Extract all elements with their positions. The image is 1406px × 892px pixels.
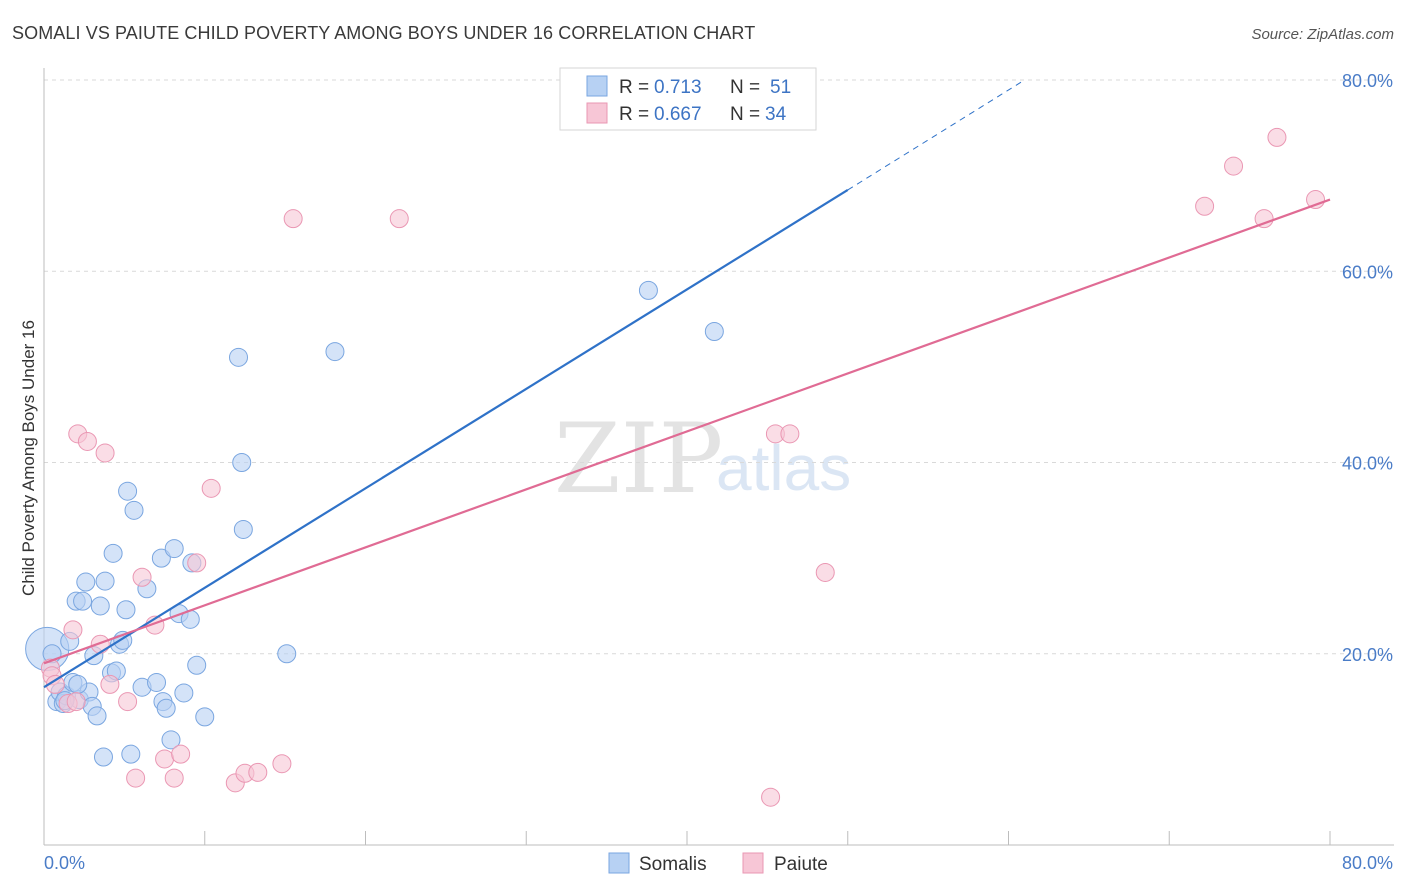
somalis-point-43	[233, 519, 253, 539]
paiute-point-28	[780, 424, 800, 444]
paiute-point-29	[815, 562, 835, 582]
paiute-point-22	[248, 762, 268, 782]
somalis-point-18	[95, 571, 115, 591]
legend-r-value-somalis: 0.713	[654, 77, 702, 98]
somalis-point-15	[87, 706, 107, 726]
x-axis-ticks	[43, 831, 1331, 845]
legend-n-label-paiute: N =	[730, 104, 760, 125]
gridlines	[44, 79, 1394, 655]
somalis-point-50	[68, 674, 88, 694]
paiute-point-32	[1254, 209, 1274, 229]
series-legend: Somalis Paiute	[608, 852, 828, 875]
somalis-point-17	[93, 747, 113, 767]
paiute-point-2	[45, 674, 65, 694]
paiute-point-16	[164, 768, 184, 788]
legend-r-label-paiute: R =	[619, 104, 649, 125]
somalis-point-11	[76, 572, 96, 592]
paiute-point-30	[1195, 196, 1215, 216]
bottom-legend-swatch-paiute	[742, 852, 764, 874]
paiute-point-4	[63, 620, 83, 640]
paiute-point-25	[389, 209, 409, 229]
paiute-point-19	[201, 478, 221, 498]
somalis-point-20	[103, 543, 123, 563]
somalis-point-26	[121, 744, 141, 764]
legend-r-value-paiute: 0.667	[654, 104, 702, 125]
paiute-point-5	[66, 692, 86, 712]
chart-title: SOMALI VS PAIUTE CHILD POVERTY AMONG BOY…	[12, 23, 755, 43]
data-points	[25, 127, 1326, 807]
y-tick-label-40: 40.0%	[1342, 454, 1393, 474]
somalis-point-31	[151, 548, 171, 568]
y-tick-labels: 20.0% 40.0% 60.0% 80.0%	[1342, 71, 1393, 665]
y-axis-label: Child Poverty Among Boys Under 16	[19, 320, 38, 596]
somalis-point-25	[118, 481, 138, 501]
paiute-point-17	[171, 744, 191, 764]
somalis-point-40	[195, 707, 215, 727]
paiute-point-26	[761, 787, 781, 807]
somalis-point-27	[124, 500, 144, 520]
trend-lines	[43, 79, 1331, 689]
x-tick-label-0: 0.0%	[44, 853, 85, 873]
somalis-point-16	[90, 596, 110, 616]
somalis-trend-extension	[847, 79, 1025, 191]
somalis-point-45	[325, 342, 345, 362]
paiute-point-15	[155, 749, 175, 769]
watermark-zip: ZIP	[554, 403, 723, 515]
paiute-point-33	[1267, 127, 1287, 147]
somalis-point-47	[638, 280, 658, 300]
somalis-point-10	[73, 591, 93, 611]
paiute-point-12	[126, 768, 146, 788]
somalis-point-37	[174, 683, 194, 703]
somalis-point-42	[232, 453, 252, 472]
y-tick-label-80: 80.0%	[1342, 71, 1393, 91]
somalis-point-35	[164, 539, 184, 559]
paiute-point-23	[272, 754, 292, 774]
somalis-point-24	[116, 600, 136, 620]
paiute-point-18	[187, 553, 207, 573]
bottom-legend-somalis: Somalis	[639, 854, 707, 875]
legend-swatch-paiute	[586, 102, 608, 124]
legend-n-value-paiute: 34	[765, 104, 787, 125]
somalis-trend-line	[43, 189, 849, 689]
paiute-point-10	[100, 674, 120, 694]
legend-swatch-somalis	[586, 75, 608, 97]
somalis-point-44	[277, 644, 297, 664]
bottom-legend-swatch-somalis	[608, 852, 630, 874]
somalis-point-33	[156, 698, 176, 718]
chart-source: Source: ZipAtlas.com	[1251, 26, 1394, 43]
legend-r-label-somalis: R =	[619, 77, 649, 98]
paiute-point-9	[95, 443, 115, 463]
x-tick-label-80: 80.0%	[1342, 853, 1393, 873]
legend-n-value-somalis: 51	[770, 77, 791, 98]
bottom-legend-paiute: Paiute	[774, 854, 828, 875]
legend-n-label-somalis: N =	[730, 77, 760, 98]
paiute-point-24	[283, 209, 303, 229]
paiute-point-11	[118, 692, 138, 712]
paiute-point-31	[1224, 156, 1244, 176]
somalis-point-34	[161, 730, 181, 750]
correlation-legend: R = 0.713 N = 51 R = 0.667 N = 34	[559, 67, 817, 131]
paiute-point-13	[132, 567, 152, 587]
somalis-point-39	[187, 655, 207, 675]
somalis-point-41	[229, 347, 249, 367]
somalis-point-30	[147, 672, 167, 692]
watermark-atlas: atlas	[716, 432, 851, 504]
somalis-point-48	[704, 321, 724, 341]
y-tick-label-20: 20.0%	[1342, 645, 1393, 665]
paiute-trend-line	[43, 198, 1331, 665]
y-tick-label-60: 60.0%	[1342, 262, 1393, 282]
paiute-point-7	[77, 431, 97, 451]
